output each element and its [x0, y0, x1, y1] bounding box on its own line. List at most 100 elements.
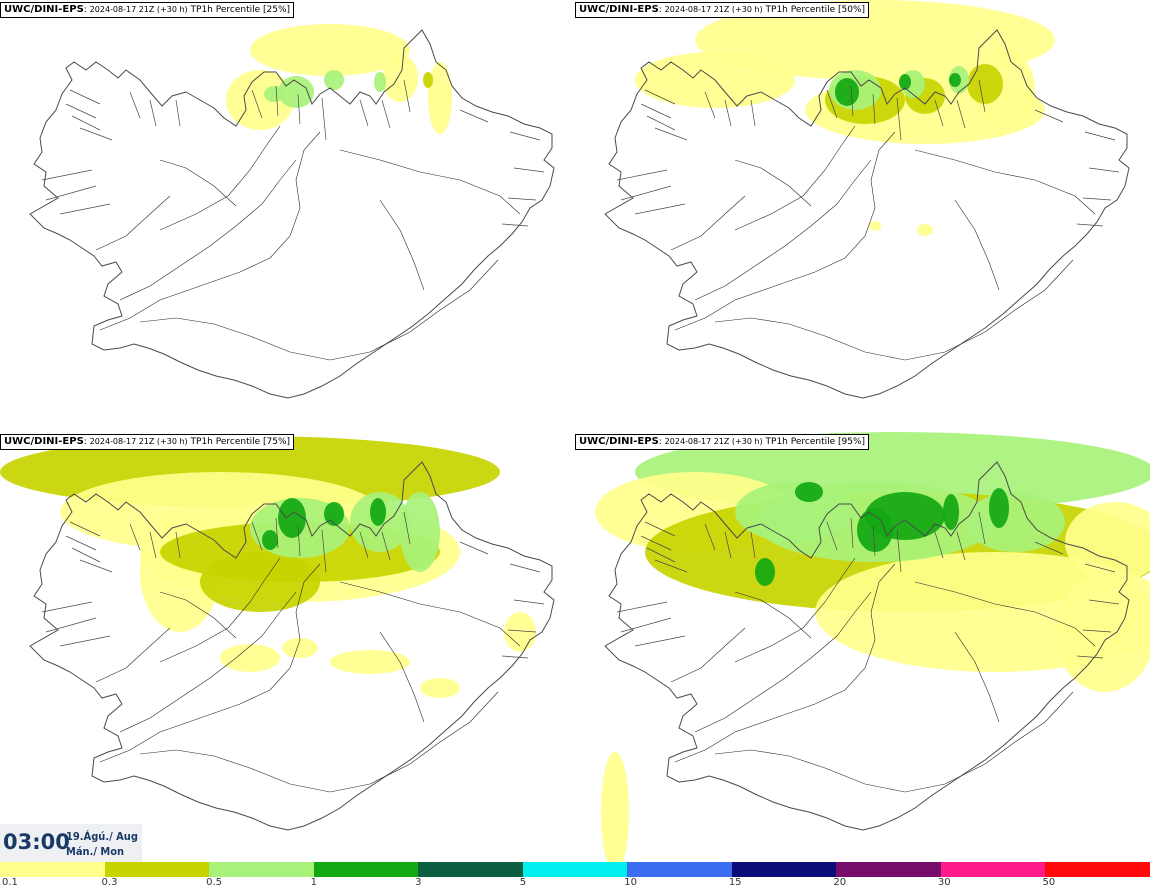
colorbar-swatch	[313, 862, 419, 877]
precip-area	[695, 0, 1055, 80]
precip-field	[0, 436, 536, 698]
model-name: UWC/DINI-EPS	[4, 436, 84, 447]
road-line	[119, 159, 297, 301]
road-line	[99, 563, 321, 763]
precip-area	[755, 558, 775, 586]
colorbar-swatch	[104, 862, 210, 877]
precip-area	[324, 70, 344, 90]
fjord-line	[359, 511, 411, 561]
precip-area	[967, 64, 1003, 104]
road-line	[379, 631, 425, 723]
road-line	[159, 557, 281, 663]
run-time: 2024-08-17 21Z (+30 h)	[664, 5, 763, 14]
precip-area	[420, 678, 460, 698]
precip-area	[965, 492, 1065, 552]
colorbar-swatch	[627, 862, 733, 877]
fjord-line	[129, 523, 181, 559]
run-time: 2024-08-17 21Z (+30 h)	[89, 5, 188, 14]
precip-area	[989, 488, 1009, 528]
field-name: TP1h Percentile [95%]	[765, 437, 866, 447]
colorbar-swatch	[731, 862, 837, 877]
fjord-line	[251, 517, 327, 573]
fjord-line	[1034, 109, 1120, 227]
road-line	[714, 691, 1074, 793]
fjord-line	[1034, 541, 1120, 659]
road-line	[159, 591, 237, 639]
coastline	[604, 29, 1130, 399]
road-line	[99, 131, 321, 331]
road-line	[734, 591, 812, 639]
precip-area	[899, 74, 911, 90]
colorbar-tick-label: 0.3	[101, 877, 118, 888]
colorbar-swatch	[0, 862, 106, 877]
fjord-line	[41, 169, 111, 215]
road-line	[379, 199, 425, 291]
road-line	[914, 581, 1096, 647]
model-name: UWC/DINI-EPS	[579, 436, 659, 447]
precip-area	[324, 502, 344, 526]
valid-time-box: 03:00 19.Ágú./ Aug Mán./ Mon	[0, 824, 142, 862]
road-line	[674, 131, 896, 331]
precip-area	[278, 498, 306, 538]
precip-area	[917, 224, 933, 236]
road-line	[670, 195, 746, 251]
precip-area	[370, 498, 386, 526]
road-line	[95, 195, 171, 251]
road-line	[694, 591, 872, 733]
precip-area	[423, 72, 433, 88]
fjord-line	[459, 541, 545, 659]
panel-bottom-left: UWC/DINI-EPS: 2024-08-17 21Z (+30 h) TP1…	[0, 432, 575, 862]
colorbar-tick-label: 0.5	[206, 877, 222, 888]
precip-area	[250, 24, 410, 76]
colorbar-swatch	[836, 862, 942, 877]
road-line	[139, 259, 499, 361]
road-line	[95, 627, 171, 683]
road-line	[734, 125, 856, 231]
road-line	[714, 259, 1074, 361]
fjord-line	[934, 511, 986, 561]
model-name: UWC/DINI-EPS	[579, 4, 659, 15]
precip-area	[795, 482, 823, 502]
precip-area	[264, 86, 284, 102]
road-line	[159, 125, 281, 231]
precip-field	[595, 432, 1150, 862]
precip-area	[869, 221, 881, 231]
fjord-line	[359, 79, 411, 129]
road-line	[954, 631, 1000, 723]
precip-area	[278, 76, 314, 108]
coastline	[29, 461, 555, 831]
colorbar-tick-label: 0.1	[2, 877, 18, 888]
model-name: UWC/DINI-EPS	[4, 4, 84, 15]
fjord-line	[251, 85, 327, 141]
precip-colorbar	[0, 862, 1150, 877]
precip-area	[200, 552, 320, 612]
field-name: TP1h Percentile [25%]	[190, 5, 291, 15]
road-line	[674, 563, 896, 763]
colorbar-tick-label: 10	[624, 877, 637, 888]
precip-area	[262, 530, 278, 550]
colorbar-tick-label: 30	[937, 877, 951, 888]
panel-title: UWC/DINI-EPS: 2024-08-17 21Z (+30 h) TP1…	[0, 434, 295, 450]
colorbar-swatch	[940, 862, 1046, 877]
precip-area	[428, 62, 452, 134]
colorbar-tick-label: 3	[415, 877, 422, 888]
colorbar-swatch	[418, 862, 524, 877]
panel-title: UWC/DINI-EPS: 2024-08-17 21Z (+30 h) TP1…	[575, 2, 870, 18]
fjord-line	[704, 523, 756, 559]
fjord-line	[41, 601, 111, 647]
road-line	[339, 581, 521, 647]
run-time: 2024-08-17 21Z (+30 h)	[664, 437, 763, 446]
colorbar-ticks: 0.1 0.3 0.5 1 3 5 10 15 20 30 50	[0, 877, 1150, 891]
precip-area	[330, 650, 410, 674]
fjord-line	[459, 109, 545, 227]
panel-top-right: UWC/DINI-EPS: 2024-08-17 21Z (+30 h) TP1…	[575, 0, 1150, 430]
fjord-line	[826, 517, 902, 573]
precip-area	[374, 72, 386, 92]
panel-title: UWC/DINI-EPS: 2024-08-17 21Z (+30 h) TP1…	[0, 2, 295, 18]
colorbar-tick-label: 1	[310, 877, 317, 888]
colorbar-tick-label: 15	[728, 877, 742, 888]
precip-area	[735, 482, 855, 542]
panel-title: UWC/DINI-EPS: 2024-08-17 21Z (+30 h) TP1…	[575, 434, 870, 450]
fjord-line	[129, 91, 181, 127]
fjord-line	[704, 91, 756, 127]
